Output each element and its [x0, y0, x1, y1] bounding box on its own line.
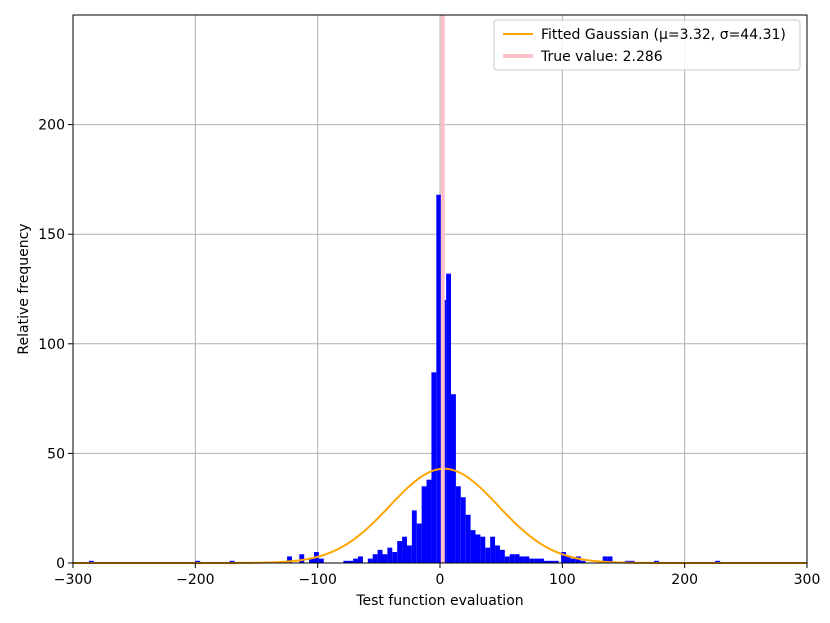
histogram-bar — [548, 560, 554, 563]
histogram-bar — [654, 560, 659, 563]
histogram-bar — [490, 536, 496, 563]
y-tick-label: 150 — [38, 227, 65, 243]
histogram-bar — [229, 560, 235, 563]
histogram-bar — [382, 554, 388, 563]
histogram-bar — [377, 549, 383, 563]
y-tick-label: 100 — [38, 337, 65, 353]
histogram-bar — [509, 554, 515, 563]
histogram-bar — [455, 486, 461, 563]
histogram-bar — [553, 560, 559, 563]
x-tick-label: 0 — [436, 572, 445, 588]
histogram-bar — [715, 560, 721, 563]
histogram-bar — [495, 545, 500, 563]
histogram-bar — [431, 372, 437, 563]
histogram-bar — [392, 552, 398, 563]
legend-label-true-value: True value: 2.286 — [540, 49, 663, 65]
histogram-bar — [287, 556, 292, 563]
x-tick-label: 300 — [794, 572, 821, 588]
histogram-bar — [372, 554, 378, 563]
histogram-bar — [446, 273, 452, 563]
histogram-bar — [299, 554, 305, 563]
histogram-bar — [534, 558, 540, 563]
histogram-bar — [470, 530, 476, 563]
legend-label-gaussian: Fitted Gaussian (μ=3.32, σ=44.31) — [541, 27, 786, 43]
histogram-bar — [416, 523, 422, 563]
histogram-bar — [387, 547, 393, 563]
y-axis-ticks: 0 50 100 150 200 — [38, 118, 73, 572]
histogram-bar — [436, 194, 442, 563]
histogram-bar — [348, 560, 354, 563]
histogram-bar — [607, 556, 613, 563]
histogram-bar — [88, 560, 94, 563]
x-axis-ticks: −300 −200 −100 0 100 200 300 — [54, 563, 821, 588]
histogram-bar — [570, 558, 576, 563]
histogram-bar — [195, 560, 201, 563]
histogram-bar — [367, 558, 373, 563]
x-tick-label: −200 — [176, 572, 214, 588]
histogram-bar — [514, 554, 520, 563]
y-tick-label: 50 — [47, 446, 65, 462]
y-axis-label: Relative frequency — [16, 223, 32, 354]
histogram-bar — [575, 556, 581, 563]
histogram-bar — [421, 486, 427, 563]
histogram-bar — [358, 556, 363, 563]
x-tick-label: −300 — [54, 572, 92, 588]
histogram-bar — [343, 560, 349, 563]
legend: Fitted Gaussian (μ=3.32, σ=44.31) True v… — [493, 19, 801, 71]
histogram-bar — [465, 514, 471, 563]
y-tick-label: 0 — [56, 556, 65, 572]
histogram-bar — [406, 545, 412, 563]
histogram-bar — [580, 560, 586, 563]
histogram-bar — [402, 536, 407, 563]
histogram-bar — [519, 556, 525, 563]
histogram-bar — [529, 558, 535, 563]
histogram-bar — [353, 558, 359, 563]
y-tick-label: 200 — [38, 118, 65, 134]
histogram-bar — [318, 558, 324, 563]
histogram-bar — [524, 556, 530, 563]
histogram-bar — [426, 479, 432, 563]
histogram-bar — [411, 510, 417, 563]
histogram-bar — [485, 547, 491, 563]
x-tick-label: 100 — [549, 572, 576, 588]
histogram-bar — [543, 560, 549, 563]
histogram-bar — [397, 541, 403, 563]
histogram-bar — [480, 536, 486, 563]
histogram-bar — [460, 497, 466, 563]
histogram-bar — [602, 556, 608, 563]
x-tick-label: −100 — [298, 572, 336, 588]
histogram-bar — [566, 556, 571, 563]
histogram-bar — [309, 558, 314, 563]
histogram-bar — [539, 558, 544, 563]
histogram-bar — [499, 549, 505, 563]
x-tick-label: 200 — [671, 572, 698, 588]
histogram-bar — [561, 552, 567, 563]
histogram-bar — [451, 394, 456, 563]
legend-box — [493, 19, 801, 71]
histogram-bar — [475, 534, 481, 563]
histogram-bar — [504, 556, 510, 563]
x-axis-label: Test function evaluation — [355, 593, 523, 609]
